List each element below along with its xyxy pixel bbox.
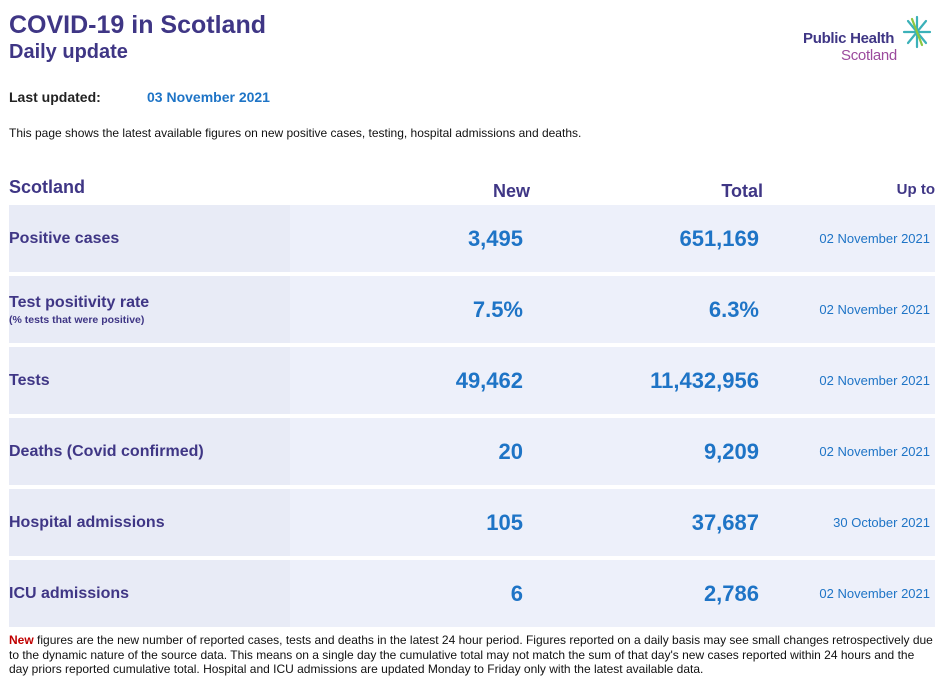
row-values-cell <box>290 276 935 343</box>
logo-text-scotland: Scotland <box>841 47 897 64</box>
table-row-icu-admissions: ICU admissions 6 2,786 02 November 2021 <box>9 560 935 627</box>
up-to-date: 02 November 2021 <box>819 586 930 601</box>
new-value: 6 <box>510 581 523 606</box>
row-label-cell <box>9 418 290 485</box>
row-label-cell <box>9 276 290 343</box>
footnote-text: figures are the new number of reported c… <box>9 633 933 676</box>
table-row-tests: Tests 49,462 11,432,956 02 November 2021 <box>9 347 935 414</box>
new-value: 105 <box>486 510 523 535</box>
row-label: Test positivity rate <box>9 294 150 311</box>
total-value: 37,687 <box>691 510 759 535</box>
total-value: 6.3% <box>708 297 759 322</box>
up-to-date: 30 October 2021 <box>833 515 930 530</box>
footnote: New figures are the new number of report… <box>9 633 935 686</box>
row-label-cell <box>9 489 290 556</box>
row-label: Tests <box>9 372 50 389</box>
table-row-hospital-admissions: Hospital admissions 105 37,687 30 Octobe… <box>9 489 935 556</box>
logo-text-public-health: Public Health <box>803 30 895 47</box>
row-label: Deaths (Covid confirmed) <box>9 443 204 460</box>
row-label: ICU admissions <box>9 585 130 602</box>
table-row-deaths: Deaths (Covid confirmed) 20 9,209 02 Nov… <box>9 418 935 485</box>
intro-text: This page shows the latest available fig… <box>9 126 582 140</box>
total-value: 2,786 <box>703 581 759 606</box>
column-header-up-to: Up to <box>896 181 935 198</box>
last-updated-label: Last updated: <box>9 89 101 105</box>
footnote-keyword: New <box>9 633 34 647</box>
up-to-date: 02 November 2021 <box>819 231 930 246</box>
row-label: Positive cases <box>9 230 120 247</box>
new-value: 7.5% <box>472 297 523 322</box>
page-title: COVID-19 in Scotland <box>9 11 266 39</box>
row-values-cell <box>290 489 935 556</box>
new-value: 49,462 <box>455 368 523 393</box>
up-to-date: 02 November 2021 <box>819 302 930 317</box>
new-value: 3,495 <box>467 226 523 251</box>
public-health-scotland-logo: Public Health Scotland <box>798 14 938 68</box>
row-label-cell <box>9 560 290 627</box>
last-updated-date: 03 November 2021 <box>147 89 270 105</box>
row-label: Hospital admissions <box>9 514 165 531</box>
up-to-date: 02 November 2021 <box>819 444 930 459</box>
total-value: 9,209 <box>703 439 759 464</box>
row-values-cell <box>290 418 935 485</box>
page-subtitle: Daily update <box>9 41 128 63</box>
sparkle-icon <box>902 15 932 49</box>
table-row-positive-cases: Positive cases 3,495 651,169 02 November… <box>9 205 935 272</box>
table-row-test-positivity: Test positivity rate (% tests that were … <box>9 276 935 343</box>
column-header-new: New <box>492 181 530 201</box>
row-values-cell <box>290 347 935 414</box>
new-value: 20 <box>498 439 523 464</box>
row-sublabel: (% tests that were positive) <box>9 314 145 326</box>
total-value: 11,432,956 <box>650 368 759 393</box>
row-values-cell <box>290 560 935 627</box>
column-header-region: Scotland <box>9 177 86 197</box>
total-value: 651,169 <box>679 226 759 251</box>
row-values-cell <box>290 205 935 272</box>
row-label-cell <box>9 347 290 414</box>
column-header-total: Total <box>721 181 763 201</box>
row-label-cell <box>9 205 290 272</box>
up-to-date: 02 November 2021 <box>819 373 930 388</box>
